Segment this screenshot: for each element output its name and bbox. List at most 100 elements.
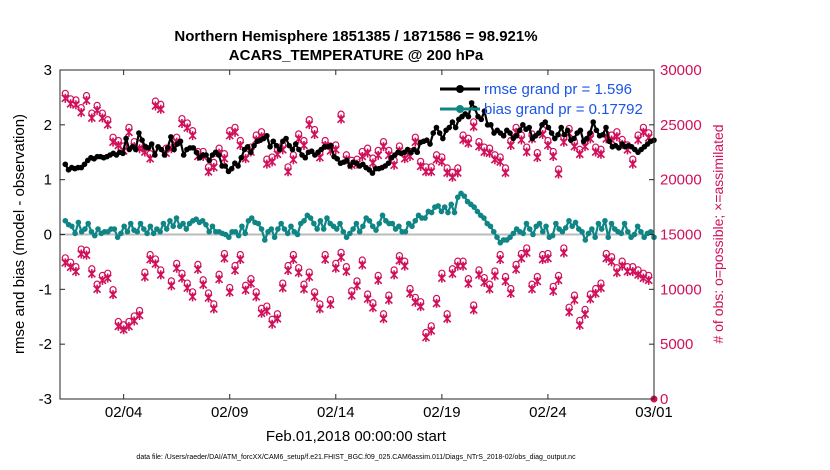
bias-point bbox=[634, 223, 641, 230]
bias-point bbox=[562, 225, 569, 231]
rmse-point bbox=[440, 135, 446, 142]
rmse-point bbox=[139, 137, 145, 143]
bias-point bbox=[235, 232, 242, 239]
obs-assimilated-marker bbox=[427, 326, 436, 336]
bias-point bbox=[95, 226, 101, 232]
obs-assimilated-marker bbox=[506, 140, 515, 150]
obs-assimilated-marker bbox=[634, 135, 643, 145]
obs-assimilated-marker bbox=[543, 253, 552, 263]
rmse-point bbox=[216, 152, 222, 158]
bias-point bbox=[232, 228, 239, 235]
rmse-point bbox=[369, 170, 376, 176]
obs-assimilated-marker bbox=[368, 158, 377, 168]
obs-assimilated-marker bbox=[506, 289, 515, 299]
x-axis-label: Feb.01,2018 00:00:00 start bbox=[266, 428, 447, 445]
obs-assimilated-marker bbox=[230, 127, 240, 137]
obs-assimilated-marker bbox=[575, 320, 584, 330]
obs-assimilated-marker bbox=[390, 270, 399, 280]
obs-assimilated-marker bbox=[469, 122, 478, 132]
obs-assimilated-marker bbox=[241, 285, 250, 295]
bias-point bbox=[72, 230, 78, 237]
bias-point bbox=[608, 220, 615, 227]
obs-assimilated-marker bbox=[289, 155, 298, 165]
rmse-point bbox=[177, 138, 184, 145]
x-tick-label: 02/09 bbox=[211, 404, 249, 421]
obs-assimilated-marker bbox=[77, 108, 86, 118]
bias-point bbox=[428, 209, 435, 216]
bias-point bbox=[389, 220, 396, 227]
obs-assimilated-marker bbox=[310, 130, 319, 140]
bias-point bbox=[409, 223, 415, 230]
rmse-point bbox=[593, 127, 600, 134]
obs-assimilated-marker bbox=[522, 248, 531, 258]
bias-point bbox=[278, 220, 284, 227]
bias-point bbox=[340, 228, 347, 235]
bias-point bbox=[579, 228, 585, 235]
obs-assimilated-marker bbox=[496, 255, 505, 265]
bias-point bbox=[438, 208, 445, 215]
rmse-point bbox=[468, 100, 475, 106]
obs-assimilated-marker bbox=[82, 96, 91, 106]
bias-point bbox=[294, 231, 301, 238]
rmse-point bbox=[571, 135, 577, 142]
rmse-point bbox=[436, 130, 443, 136]
bias-point bbox=[160, 220, 167, 227]
obs-assimilated-marker bbox=[448, 269, 457, 279]
rmse-point bbox=[273, 142, 280, 149]
bias-point bbox=[69, 223, 75, 230]
rmse-point bbox=[152, 152, 158, 158]
left-tick-label: 1 bbox=[44, 172, 52, 189]
obs-assimilated-marker bbox=[188, 131, 197, 141]
bias-point bbox=[82, 226, 88, 232]
obs-assimilated-marker bbox=[93, 284, 102, 294]
bias-point bbox=[347, 230, 353, 237]
obs-assimilated-marker bbox=[225, 131, 234, 141]
bias-point bbox=[625, 228, 631, 235]
rmse-point bbox=[555, 131, 561, 138]
bias-point bbox=[170, 223, 177, 230]
bias-point bbox=[605, 234, 612, 241]
obs-assimilated-marker bbox=[103, 120, 112, 130]
obs-assimilated-marker bbox=[236, 255, 245, 265]
bias-point bbox=[530, 231, 536, 238]
bias-point bbox=[543, 223, 549, 230]
bias-point bbox=[461, 193, 468, 199]
obs-assimilated-marker bbox=[151, 259, 160, 269]
obs-assimilated-marker bbox=[262, 159, 271, 169]
obs-assimilated-marker bbox=[283, 167, 293, 177]
bias-point bbox=[248, 215, 255, 221]
rmse-point bbox=[292, 141, 299, 147]
obs-assimilated-marker bbox=[98, 275, 107, 285]
rmse-point bbox=[430, 130, 437, 136]
bias-point bbox=[255, 220, 262, 227]
obs-assimilated-marker bbox=[257, 308, 266, 318]
obs-assimilated-marker bbox=[501, 168, 510, 178]
rmse-point bbox=[548, 130, 555, 136]
bias-point bbox=[124, 228, 131, 235]
rmse-point bbox=[62, 161, 69, 168]
rmse-point bbox=[171, 146, 177, 153]
bias-point bbox=[595, 220, 602, 227]
left-tick-label: 0 bbox=[44, 227, 52, 244]
left-axis-ticks: -3 -2 -1 0 1 2 3 bbox=[39, 62, 65, 408]
obs-assimilated-marker bbox=[496, 157, 505, 167]
obs-assimilated-marker bbox=[421, 332, 431, 342]
bias-point bbox=[647, 228, 654, 235]
legend-rmse-label: rmse grand pr = 1.596 bbox=[484, 81, 632, 98]
obs-assimilated-marker bbox=[527, 284, 537, 294]
bias-point bbox=[307, 215, 314, 221]
obs-assimilated-marker bbox=[315, 304, 324, 314]
rmse-point bbox=[552, 135, 558, 142]
bias-point bbox=[448, 201, 455, 208]
rmse-point bbox=[584, 135, 590, 142]
rmse-point bbox=[145, 145, 152, 151]
obs-assimilated-marker bbox=[220, 154, 229, 164]
bias-point bbox=[569, 223, 576, 230]
obs-assimilated-marker bbox=[209, 304, 218, 314]
obs-assimilated-marker bbox=[294, 268, 303, 278]
rmse-point bbox=[180, 152, 187, 158]
left-tick-label: 2 bbox=[44, 117, 52, 134]
rmse-point bbox=[561, 131, 568, 138]
rmse-point bbox=[590, 119, 597, 125]
